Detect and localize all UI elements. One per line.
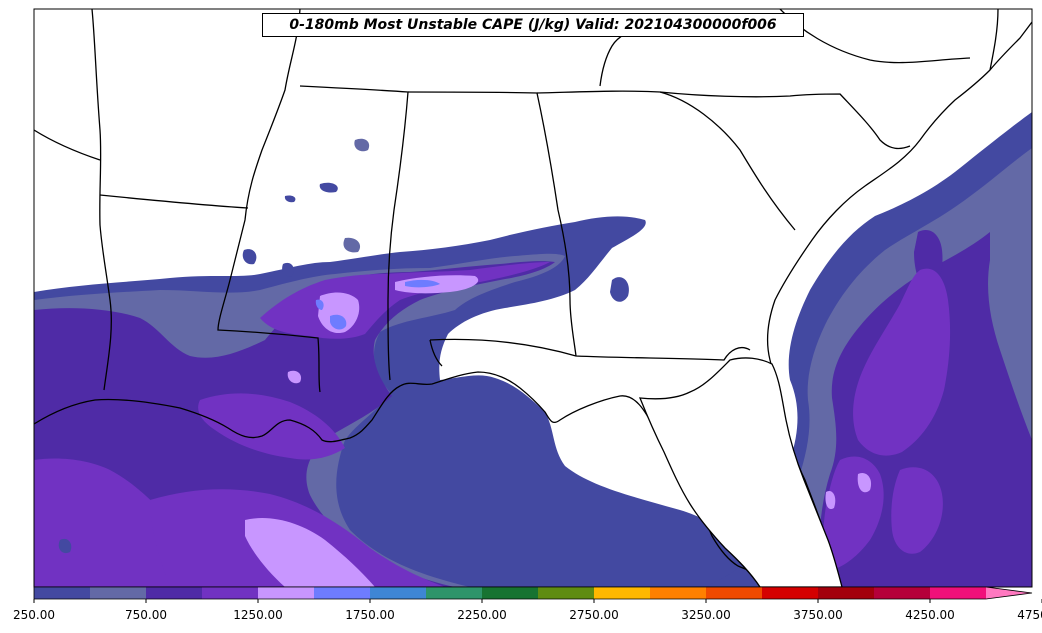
colorbar-tick-label: 2750.00 (569, 608, 619, 622)
cape-level-1500-spot-1 (330, 314, 347, 330)
colorbar-swatch (314, 587, 371, 599)
border-nc-sc (659, 91, 911, 150)
colorbar-swatch (90, 587, 147, 599)
colorbar-tick-label: 750.00 (125, 608, 167, 622)
colorbar-swatch (706, 587, 763, 599)
colorbar-tick-label: 3250.00 (681, 608, 731, 622)
cape-level-1250-gulf (245, 518, 375, 587)
cape-level-1000-east (853, 268, 951, 456)
border-mississippi-river (91, 9, 112, 391)
colorbar-swatch (650, 587, 707, 599)
cape-field-west (34, 216, 760, 587)
colorbar-swatch (146, 587, 203, 599)
colorbar-swatch (818, 587, 875, 599)
colorbar-swatch (762, 587, 819, 599)
border-al-fl (429, 338, 751, 361)
cape-level-1250-north (318, 292, 360, 334)
colorbar-swatch (482, 587, 539, 599)
colorbar (33, 586, 1042, 603)
colorbar-swatch (874, 587, 931, 599)
cape-level-1250-east-b (825, 490, 836, 510)
map-borders (34, 9, 1032, 587)
colorbar-tick-label: 2250.00 (457, 608, 507, 622)
map-title: 0-180mb Most Unstable CAPE (J/kg) Valid:… (262, 13, 804, 37)
border-ms-la (217, 9, 321, 393)
cape-level-1250-spot-4 (287, 370, 302, 384)
colorbar-tick-label: 1250.00 (233, 608, 283, 622)
colorbar-swatch (426, 587, 483, 599)
colorbar-swatch (370, 587, 427, 599)
border-ms-al (299, 85, 409, 381)
cape-field-east (705, 112, 1032, 587)
colorbar-swatch (594, 587, 651, 599)
colorbar-swatch (930, 587, 987, 599)
colorbar-swatch (202, 587, 259, 599)
colorbar-swatch (34, 587, 91, 599)
colorbar-tick-label: 3750.00 (793, 608, 843, 622)
cape-level-1500-spot-3 (315, 299, 324, 310)
colorbar-swatch (258, 587, 315, 599)
colorbar-tick-label: 4250.00 (905, 608, 955, 622)
colorbar-tick-label: 250.00 (13, 608, 55, 622)
colorbar-tick-label: 1750.00 (345, 608, 395, 622)
cape-level-1500-spot-2 (405, 279, 440, 288)
colorbar-tick-label: 4750.00 (1017, 608, 1042, 622)
cape-level-1250-east (857, 472, 872, 493)
border-ga-sc (536, 90, 796, 231)
florida-peninsula (638, 357, 843, 587)
cape-field-scattered (58, 138, 629, 554)
colorbar-swatch (538, 587, 595, 599)
cape-level-1000-delta (198, 393, 345, 460)
colorbar-extend-arrow (986, 587, 1032, 599)
colorbar-outline (33, 586, 1033, 600)
border-al-ga (407, 91, 577, 357)
cape-level-1000-east-c (891, 467, 943, 554)
